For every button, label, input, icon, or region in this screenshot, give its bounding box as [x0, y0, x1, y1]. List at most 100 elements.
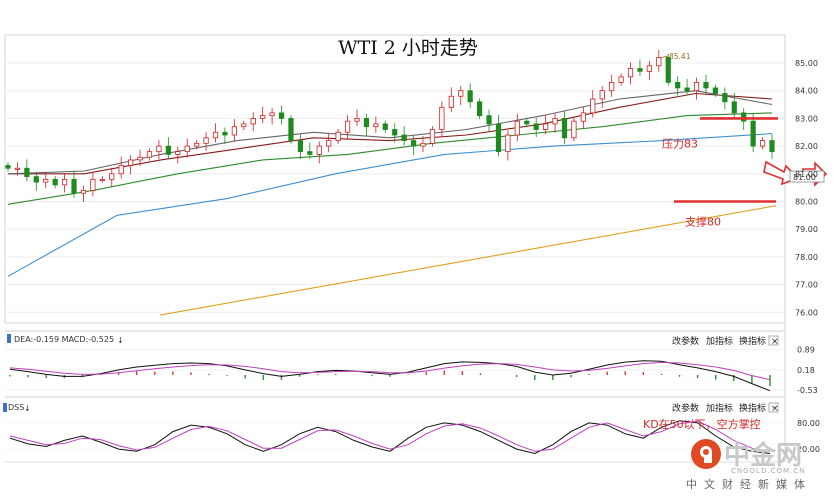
candle: [637, 68, 643, 72]
macd-line: [9, 360, 771, 392]
candle: [486, 115, 492, 125]
moving-average-line: [7, 133, 773, 277]
candle: [156, 145, 162, 153]
y-tick-label: 79.00: [795, 225, 818, 234]
y-tick-label: 77.00: [795, 281, 818, 290]
candle: [165, 145, 171, 155]
candle: [137, 156, 143, 161]
candle: [354, 118, 360, 122]
candle: [571, 120, 577, 139]
candle: [675, 81, 681, 89]
candle: [646, 65, 652, 72]
dss-y-ticks: 80.00 20.00: [797, 419, 820, 454]
candle: [684, 87, 690, 92]
candle: [307, 151, 313, 155]
candle: [769, 140, 775, 153]
candle: [222, 131, 228, 136]
y-tick-label: 84.00: [795, 87, 818, 96]
watermark-subtitle: 中文财经新媒体: [686, 477, 812, 491]
dss-switch-indicator-button[interactable]: 换指标: [739, 402, 766, 414]
resistance-label: 压力83: [662, 137, 698, 150]
dss-y-tick: 80.00: [797, 419, 820, 428]
moving-average-line: [7, 90, 773, 175]
dss-close-button[interactable]: [768, 402, 779, 413]
candle: [344, 120, 351, 133]
candle: [146, 151, 153, 158]
y-tick-label: 81.00: [795, 170, 818, 179]
candle: [665, 57, 671, 83]
candle: [467, 90, 473, 103]
candle: [627, 68, 634, 78]
candle: [703, 81, 709, 89]
dss-lines: [9, 420, 771, 455]
candle: [43, 178, 49, 183]
macd-toolbar: 改参数 加指标 换指标 ×: [672, 335, 779, 347]
y-tick-label: 80.00: [795, 198, 818, 207]
macd-y-tick: 0.89: [797, 346, 815, 355]
candle: [184, 145, 190, 153]
macd-close-button[interactable]: [768, 335, 779, 346]
candle: [731, 101, 737, 114]
candle: [609, 81, 615, 92]
moving-averages: [7, 90, 777, 316]
candle: [326, 140, 332, 147]
candle: [212, 131, 219, 139]
macd-header: DEA:-0.159 MACD:-0.525 ↓: [7, 334, 124, 345]
candle: [194, 142, 200, 147]
candle: [759, 140, 766, 147]
candle: [278, 112, 285, 119]
macd-switch-indicator-button[interactable]: 换指标: [739, 335, 766, 347]
macd-edit-params-button[interactable]: 改参数: [672, 335, 699, 347]
moving-average-line: [159, 205, 777, 316]
candle: [33, 176, 39, 183]
candle: [514, 120, 520, 136]
candle: [712, 87, 719, 94]
candle: [439, 106, 445, 130]
candle: [231, 126, 237, 136]
candle: [448, 95, 454, 108]
candle: [580, 112, 586, 122]
candle: [128, 159, 134, 166]
dss-dropdown-icon[interactable]: ↓: [24, 404, 31, 413]
candle: [363, 118, 370, 128]
main-y-ticks: 85.00 84.00 83.00 82.00 81.00 80.00 79.00 78.00…: [795, 59, 818, 317]
candle: [316, 145, 322, 155]
main-panel: [4, 34, 786, 324]
macd-add-indicator-button[interactable]: 加指标: [706, 335, 733, 347]
chart-title: WTI 2 小时走势: [338, 37, 478, 59]
candle: [61, 178, 68, 186]
candle: [5, 165, 11, 169]
candle: [14, 167, 21, 170]
candle: [52, 178, 58, 186]
candle: [382, 123, 388, 130]
peak-marker: 85.41: [658, 52, 691, 61]
macd-close-icon[interactable]: ×: [771, 337, 779, 347]
candle: [269, 112, 275, 117]
macd-dropdown-icon[interactable]: ↓: [117, 336, 124, 345]
candle: [241, 123, 247, 128]
candle: [524, 120, 530, 125]
candle: [750, 120, 756, 147]
candle: [458, 90, 464, 97]
candle: [693, 81, 700, 92]
current-price-label: 81.00: [793, 173, 816, 182]
macd-y-tick: -0.53: [797, 386, 818, 395]
candle: [505, 134, 511, 153]
candle: [561, 118, 568, 139]
dss-annotation: KD在50以下，空方掌控: [643, 417, 761, 431]
y-tick-label: 78.00: [795, 253, 818, 262]
watermark: 中金网 CNGOLD.COM.CN 中文财经新媒体: [686, 439, 812, 491]
dss-close-icon[interactable]: ×: [771, 404, 779, 414]
y-tick-label: 83.00: [795, 114, 818, 123]
y-tick-label: 82.00: [795, 142, 818, 151]
moving-average-line: [7, 112, 773, 205]
macd-lines: [9, 360, 771, 392]
candle: [722, 93, 728, 103]
candle: [203, 137, 209, 144]
dss-line: [9, 420, 771, 453]
candle: [392, 129, 398, 136]
dss-edit-params-button[interactable]: 改参数: [672, 402, 699, 414]
dss-add-indicator-button[interactable]: 加指标: [706, 402, 733, 414]
